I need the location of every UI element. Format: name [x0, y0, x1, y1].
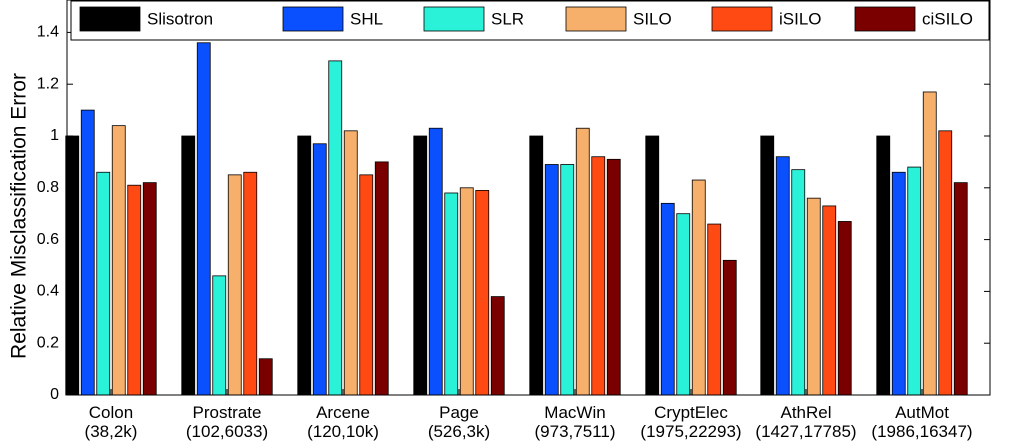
bar-isilo-autmot	[938, 130, 953, 396]
legend-swatch-silo	[565, 6, 627, 32]
y-tick-label: 0.4	[37, 283, 59, 300]
legend-label-slisotron: Slisotron	[147, 9, 213, 28]
legend: Slisotron SHL SLR SILO iSILO ciSILO	[70, 0, 990, 41]
bar-silo-athrel	[806, 197, 821, 396]
bar-slisotron-autmot	[876, 135, 891, 396]
legend-label-cisilo: ciSILO	[922, 9, 973, 28]
x-tick-sublabel: (1986,16347)	[871, 422, 972, 441]
bar-slr-prostrate	[212, 275, 227, 396]
legend-swatch-cisilo	[854, 6, 916, 32]
x-tick-sublabel: (1427,17785)	[755, 422, 856, 441]
x-tick-sublabel: (973,7511)	[535, 422, 616, 441]
bar-isilo-arcene	[359, 174, 374, 396]
bar-slr-cryptelec	[676, 213, 691, 396]
bar-slr-macwin	[560, 164, 575, 396]
x-tick-label: CryptElec	[654, 403, 728, 422]
y-tick-label: 1.4	[37, 24, 59, 41]
y-axis: 0 0.2 0.4 0.6 0.8 1 1.2 1.4	[37, 24, 990, 403]
x-tick-label: Prostrate	[193, 403, 262, 422]
bar-slisotron-arcene	[297, 135, 312, 396]
legend-swatch-slisotron	[79, 6, 141, 32]
bar-silo-colon	[111, 125, 126, 396]
x-tick-label: Page	[439, 403, 479, 422]
x-tick-sublabel: (526,3k)	[428, 422, 490, 441]
y-tick-label: 1	[50, 127, 59, 144]
bar-shl-macwin	[544, 164, 559, 396]
bar-shl-autmot	[891, 171, 906, 396]
bar-shl-arcene	[312, 143, 327, 396]
bar-shl-page	[428, 127, 443, 396]
bar-isilo-macwin	[591, 156, 606, 396]
bar-slr-page	[444, 192, 459, 396]
bar-cisilo-cryptelec	[722, 259, 737, 396]
legend-label-isilo: iSILO	[779, 9, 822, 28]
bar-cisilo-autmot	[953, 182, 968, 396]
y-tick-label: 0.6	[37, 231, 59, 248]
bar-slisotron-colon	[65, 135, 80, 396]
bar-silo-arcene	[343, 130, 358, 396]
x-tick-label: Arcene	[316, 403, 370, 422]
bar-slr-arcene	[328, 60, 343, 396]
x-tick-sublabel: (120,10k)	[307, 422, 379, 441]
x-tick-sublabel: (102,6033)	[186, 422, 268, 441]
bar-slr-athrel	[791, 169, 806, 396]
bar-silo-prostrate	[227, 174, 242, 396]
bar-slisotron-macwin	[529, 135, 544, 396]
bar-silo-cryptelec	[691, 179, 706, 396]
bar-cisilo-arcene	[374, 161, 389, 396]
y-axis-label: Relative Misclassification Error	[8, 73, 31, 359]
bar-isilo-colon	[127, 184, 142, 396]
bar-cisilo-athrel	[837, 221, 852, 396]
legend-swatch-shl	[282, 6, 344, 32]
bar-cisilo-macwin	[606, 158, 621, 396]
legend-box	[70, 0, 990, 41]
bar-slr-colon	[96, 171, 111, 396]
bar-isilo-page	[475, 189, 490, 396]
bar-slisotron-athrel	[760, 135, 775, 396]
y-tick-label: 0.8	[37, 179, 59, 196]
bar-isilo-cryptelec	[707, 223, 722, 396]
bar-slr-autmot	[907, 166, 922, 396]
x-axis: Colon(38,2k) Prostrate(102,6033) Arcene(12…	[85, 0, 973, 441]
bar-silo-page	[459, 187, 474, 396]
bar-silo-macwin	[575, 127, 590, 396]
legend-label-slr: SLR	[491, 9, 524, 28]
bar-shl-cryptelec	[660, 202, 675, 396]
bar-isilo-prostrate	[243, 171, 258, 396]
bar-shl-prostrate	[196, 42, 211, 396]
x-tick-label: AutMot	[895, 403, 949, 422]
bar-isilo-athrel	[822, 205, 837, 396]
y-tick-label: 0	[50, 386, 59, 403]
bar-cisilo-colon	[142, 182, 157, 396]
legend-label-shl: SHL	[350, 9, 383, 28]
bar-slisotron-cryptelec	[645, 135, 660, 396]
plot-frame	[66, 0, 991, 396]
bar-cisilo-page	[490, 296, 505, 396]
legend-label-silo: SILO	[633, 9, 672, 28]
bar-slisotron-prostrate	[181, 135, 196, 396]
bar-shl-athrel	[775, 156, 790, 396]
bars-layer	[65, 42, 968, 396]
legend-swatch-isilo	[711, 6, 773, 32]
x-tick-sublabel: (38,2k)	[85, 422, 138, 441]
bar-shl-colon	[80, 109, 95, 396]
x-tick-label: MacWin	[544, 403, 605, 422]
bar-silo-autmot	[922, 91, 937, 396]
y-tick-label: 1.2	[37, 75, 59, 92]
bar-cisilo-prostrate	[258, 358, 273, 396]
y-tick-label: 0.2	[37, 334, 59, 351]
legend-swatch-slr	[423, 6, 485, 32]
bar-slisotron-page	[413, 135, 428, 396]
x-tick-label: AthRel	[780, 403, 831, 422]
x-tick-label: Colon	[89, 403, 133, 422]
x-tick-sublabel: (1975,22293)	[640, 422, 741, 441]
